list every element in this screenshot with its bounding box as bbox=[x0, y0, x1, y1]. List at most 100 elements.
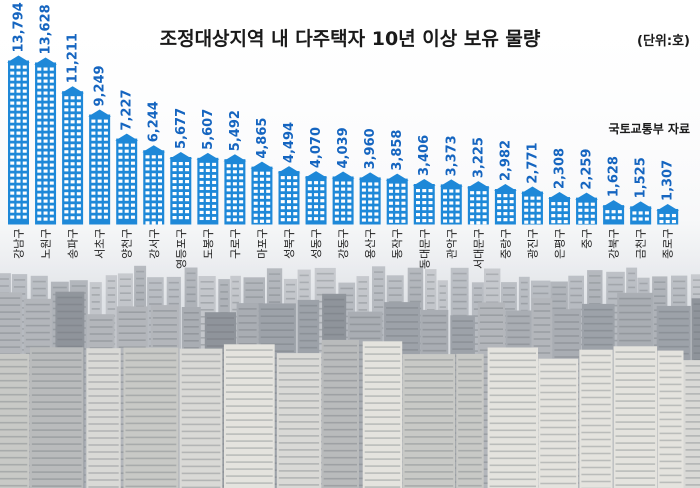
building-window-row bbox=[91, 301, 100, 303]
building-window-row bbox=[581, 354, 611, 357]
building-window-row bbox=[533, 317, 551, 319]
bar-window bbox=[70, 186, 75, 190]
building-window-row bbox=[152, 317, 177, 319]
bar-window bbox=[16, 83, 21, 87]
bar-window bbox=[232, 206, 237, 210]
value-label: 3,373 bbox=[444, 135, 459, 176]
building-window-row bbox=[364, 416, 401, 418]
building-window-row bbox=[452, 320, 473, 322]
building-window-row bbox=[340, 322, 354, 325]
bar-window bbox=[49, 187, 54, 191]
building-window-row bbox=[507, 343, 530, 346]
bar-window bbox=[266, 219, 271, 223]
bar-window bbox=[334, 199, 339, 203]
bar-window bbox=[37, 109, 42, 113]
bar-window bbox=[361, 206, 366, 210]
building-window-row bbox=[685, 456, 700, 458]
bar-window bbox=[287, 218, 291, 222]
building-window-row bbox=[118, 318, 146, 320]
bar-window bbox=[253, 213, 258, 217]
bar-window bbox=[428, 201, 433, 205]
bar-window bbox=[103, 131, 108, 135]
bar-window bbox=[70, 102, 75, 106]
building-window-row bbox=[238, 315, 257, 317]
bar-window bbox=[103, 185, 108, 189]
bar-window bbox=[16, 185, 21, 189]
bar-window bbox=[388, 201, 393, 205]
building-window-row bbox=[323, 470, 357, 473]
bar-window bbox=[347, 187, 352, 191]
bar-window bbox=[578, 214, 583, 218]
bar-window bbox=[199, 210, 204, 215]
bar-window bbox=[10, 191, 15, 195]
building-window-row bbox=[452, 334, 473, 336]
bar-window bbox=[395, 189, 400, 193]
bar-window bbox=[22, 77, 27, 81]
bar-window bbox=[37, 169, 42, 173]
building-window-row bbox=[540, 440, 577, 443]
building-window-row bbox=[324, 305, 345, 308]
bar-window bbox=[22, 71, 27, 75]
bar-window bbox=[617, 216, 622, 220]
bar-window bbox=[103, 215, 108, 219]
bar-window bbox=[482, 203, 487, 207]
bar-window bbox=[172, 198, 177, 202]
bar-window bbox=[43, 205, 48, 209]
building-window-row bbox=[88, 353, 119, 355]
bar-window bbox=[158, 185, 162, 189]
value-label: 3,858 bbox=[390, 130, 405, 171]
bar-window bbox=[91, 167, 96, 171]
bar-window bbox=[16, 209, 21, 213]
bar-window bbox=[91, 131, 96, 135]
building-window-row bbox=[659, 481, 682, 484]
bar-window bbox=[10, 101, 15, 105]
bar-window bbox=[64, 204, 69, 208]
building-window-row bbox=[225, 398, 273, 400]
value-label: 5,677 bbox=[174, 108, 189, 149]
building-window-row bbox=[364, 402, 401, 404]
building-window-row bbox=[323, 379, 357, 382]
bar-window bbox=[551, 214, 556, 218]
bar-window bbox=[76, 180, 81, 184]
bar-window bbox=[212, 162, 217, 167]
building-window-row bbox=[581, 459, 611, 462]
building-window-row bbox=[358, 302, 368, 304]
building-window-row bbox=[323, 477, 357, 480]
bar-window bbox=[37, 127, 42, 131]
building-window-row bbox=[324, 333, 345, 336]
bar-window bbox=[368, 194, 373, 198]
building-window-row bbox=[260, 350, 294, 352]
bar-window bbox=[266, 207, 271, 211]
building-window-row bbox=[340, 301, 354, 304]
bar-window bbox=[22, 215, 27, 219]
bar-window bbox=[416, 213, 420, 217]
bar-window bbox=[151, 203, 156, 207]
building-window-row bbox=[458, 421, 482, 424]
category-label: 서대문구 bbox=[472, 228, 485, 268]
bar-window bbox=[199, 216, 204, 221]
building-window-row bbox=[685, 477, 700, 479]
value-label: 4,494 bbox=[282, 122, 297, 163]
bar-window bbox=[503, 194, 508, 198]
bar-window bbox=[10, 185, 15, 189]
bar-window bbox=[43, 67, 48, 71]
bar-window bbox=[347, 199, 352, 203]
building-window-row bbox=[118, 311, 146, 313]
bar-window bbox=[49, 157, 54, 161]
building-window-row bbox=[57, 310, 83, 313]
bar-window bbox=[172, 192, 177, 196]
value-label: 2,771 bbox=[525, 142, 540, 183]
bar-window bbox=[124, 161, 129, 165]
bar-window bbox=[578, 202, 583, 206]
bar-window bbox=[16, 161, 21, 165]
bar-window bbox=[503, 212, 508, 216]
value-label: 11,211 bbox=[66, 33, 81, 83]
bar-window bbox=[557, 208, 562, 212]
bar-window bbox=[347, 205, 352, 209]
building-window-row bbox=[125, 401, 177, 404]
building-window-row bbox=[181, 479, 221, 482]
bar-window bbox=[76, 132, 81, 136]
bar-window bbox=[536, 196, 541, 200]
building-window-row bbox=[181, 388, 221, 391]
bar-window bbox=[16, 179, 21, 183]
